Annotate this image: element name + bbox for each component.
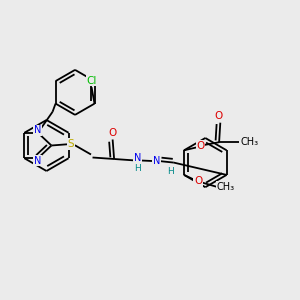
Text: O: O <box>194 176 202 187</box>
Text: O: O <box>215 111 223 121</box>
Text: O: O <box>196 141 205 151</box>
Text: N: N <box>34 125 42 135</box>
Text: CH₃: CH₃ <box>217 182 235 192</box>
Text: O: O <box>109 128 117 138</box>
Text: CH₃: CH₃ <box>240 137 258 147</box>
Text: N: N <box>134 153 141 163</box>
Text: H: H <box>134 164 141 173</box>
Text: N: N <box>153 155 160 166</box>
Text: H: H <box>167 167 174 176</box>
Text: S: S <box>68 139 74 149</box>
Text: N: N <box>34 156 42 166</box>
Text: Cl: Cl <box>86 76 97 85</box>
